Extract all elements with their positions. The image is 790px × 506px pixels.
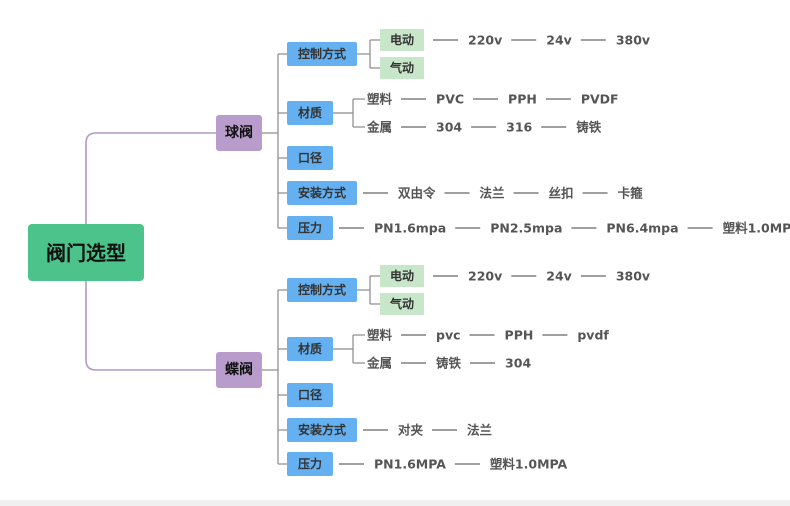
chain-item: 塑料1.0MPA — [723, 221, 790, 236]
category-node — [287, 42, 358, 66]
option-label: 塑料 — [367, 92, 393, 107]
chain-item: 24v — [546, 269, 572, 284]
chain-item: 铸铁 — [576, 120, 602, 135]
option-label: 气动 — [389, 60, 414, 75]
chain-item: 380v — [616, 33, 650, 48]
chain-item: 220v — [468, 33, 502, 48]
category-label: 材质 — [297, 341, 322, 356]
chain-item: 304 — [505, 356, 531, 371]
category-node — [287, 181, 358, 205]
chain-item: PN2.5mpa — [490, 221, 562, 236]
category-label: 安装方式 — [298, 422, 346, 437]
category-label: 控制方式 — [298, 46, 346, 61]
option-label: 电动 — [390, 268, 414, 283]
chain-item: pvdf — [577, 328, 609, 343]
chain-item: 卡箍 — [618, 186, 644, 201]
category-label: 压力 — [298, 456, 322, 471]
category-label: 控制方式 — [298, 282, 346, 297]
chain-item: 24v — [546, 33, 572, 48]
chain-item: 对夹 — [398, 423, 424, 438]
chain-item: 304 — [436, 120, 462, 135]
chain-item: PPH — [508, 92, 537, 107]
branch-node — [216, 115, 262, 151]
category-label: 口径 — [298, 150, 322, 165]
chain-item: 法兰 — [480, 186, 506, 201]
chain-item: 塑料1.0MPA — [490, 457, 568, 472]
chain-item: 316 — [506, 120, 532, 135]
category-node — [287, 452, 334, 476]
category-node — [287, 101, 334, 125]
chain-item: PVC — [436, 92, 464, 107]
root-node — [28, 224, 144, 281]
option-label: 塑料 — [367, 328, 393, 343]
chain-item: 380v — [616, 269, 650, 284]
root-connector — [85, 281, 216, 371]
option-label: 金属 — [366, 120, 392, 135]
option-label: 气动 — [389, 296, 414, 311]
chain-item: 220v — [468, 269, 502, 284]
option-node — [380, 29, 425, 51]
chain-item: PVDF — [581, 92, 619, 107]
branch-label: 球阀 — [225, 124, 253, 141]
branch-node — [216, 352, 262, 388]
option-label: 电动 — [390, 32, 414, 47]
category-node — [287, 383, 334, 407]
option-label: 金属 — [366, 356, 392, 371]
chain-item: PPH — [505, 328, 534, 343]
option-node — [380, 57, 425, 79]
category-label: 材质 — [297, 105, 322, 120]
category-node — [287, 418, 358, 442]
chain-item: PN6.4mpa — [606, 221, 678, 236]
chain-item: PN1.6mpa — [374, 221, 446, 236]
branch-label: 蝶阀 — [225, 361, 253, 378]
chain-item: PN1.6MPA — [374, 457, 446, 472]
chain-item: 丝扣 — [549, 186, 574, 201]
root-label: 阀门选型 — [46, 241, 126, 265]
option-node — [380, 265, 425, 287]
category-node — [287, 278, 358, 302]
chain-item: 法兰 — [467, 423, 493, 438]
category-label: 口径 — [298, 387, 322, 402]
category-node — [287, 337, 334, 361]
bottom-strip — [0, 500, 790, 506]
chain-item: 双由令 — [397, 186, 436, 201]
option-node — [380, 293, 425, 315]
root-connector — [85, 132, 216, 224]
category-node — [287, 146, 334, 170]
chain-item: 铸铁 — [436, 356, 462, 371]
category-node — [287, 216, 334, 240]
category-label: 压力 — [298, 220, 322, 235]
category-label: 安装方式 — [298, 185, 346, 200]
chain-item: pvc — [436, 328, 461, 343]
